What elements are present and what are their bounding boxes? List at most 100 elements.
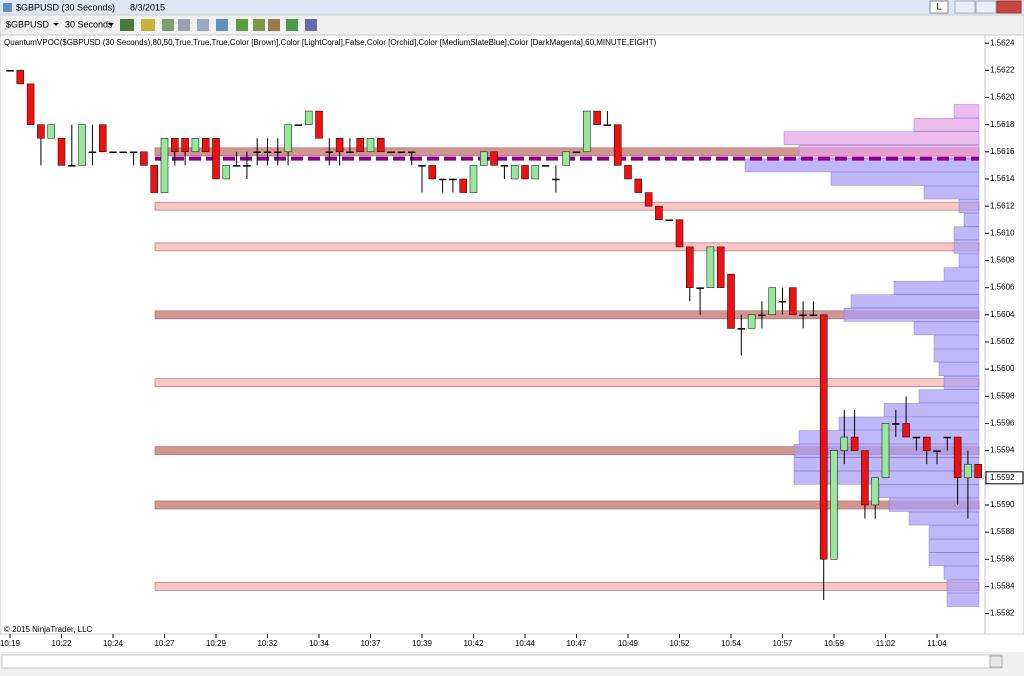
y-tick-label: 1.5594 <box>990 446 1015 455</box>
candle-body <box>696 287 704 289</box>
tool-icon[interactable] <box>178 19 190 31</box>
candle-body <box>387 151 395 154</box>
volume-profile-bar <box>918 389 980 404</box>
x-tick-label: 10:57 <box>772 639 793 648</box>
candle-body <box>552 178 560 181</box>
candle-body <box>140 151 148 166</box>
candle-body <box>912 436 921 439</box>
candle-body <box>109 151 117 154</box>
tool-icon[interactable] <box>236 19 248 31</box>
link-button-label: L <box>936 1 941 11</box>
window-title: $GBPUSD (30 Seconds) <box>16 2 115 12</box>
candle-body <box>490 151 498 166</box>
tool-icon[interactable] <box>286 19 298 31</box>
volume-profile-bar <box>744 158 980 173</box>
x-tick-label: 10:19 <box>0 639 21 648</box>
x-tick-label: 11:02 <box>876 639 896 648</box>
app-icon <box>3 3 12 12</box>
x-tick-label: 10:52 <box>669 639 690 648</box>
volume-profile-bar <box>888 498 980 512</box>
candle-body <box>377 137 385 153</box>
tool-icon[interactable] <box>120 19 134 31</box>
candle-body <box>737 328 746 330</box>
candle-body <box>747 314 756 329</box>
volume-profile-bar <box>933 348 980 363</box>
minimize-button[interactable] <box>954 0 976 14</box>
x-tick-label: 10:32 <box>257 639 278 648</box>
candle-body <box>665 219 673 221</box>
candle-body <box>315 110 323 139</box>
y-tick-label: 1.5610 <box>990 228 1015 237</box>
y-tick-label: 1.5620 <box>990 93 1015 102</box>
x-tick-label: 10:37 <box>360 639 381 648</box>
candle-body <box>686 246 694 288</box>
close-button[interactable] <box>996 0 1022 14</box>
y-tick-label: 1.5606 <box>990 283 1015 292</box>
volume-profile-bar <box>923 185 980 200</box>
candle-body <box>16 70 25 85</box>
last-price-label: 1.5592 <box>990 473 1015 482</box>
candle-body <box>922 436 931 451</box>
candle-body <box>428 165 437 180</box>
candle-body <box>964 463 972 479</box>
candle-body <box>727 273 735 329</box>
y-tick-label: 1.5598 <box>990 391 1015 400</box>
volume-profile-bar <box>783 131 980 145</box>
x-tick-label: 10:49 <box>618 639 639 648</box>
scrollbar[interactable] <box>1 654 1003 669</box>
toolbar-icons <box>120 19 317 31</box>
scrollbar-thumb[interactable] <box>989 655 1003 668</box>
dropdown-arrow <box>53 23 59 26</box>
candle-body <box>191 137 200 153</box>
candle-body <box>768 287 776 316</box>
volume-profile-bar <box>943 376 980 390</box>
volume-profile-bar <box>943 267 980 281</box>
candle-body <box>418 165 426 167</box>
candle-body <box>88 151 97 154</box>
tool-icon[interactable] <box>268 19 280 31</box>
tool-icon[interactable] <box>216 19 228 31</box>
instrument-selector[interactable]: $GBPUSD <box>6 19 50 29</box>
volume-profile-bar <box>953 240 980 254</box>
volume-profile-bar <box>938 362 980 376</box>
candle-body <box>284 124 292 153</box>
volume-profile-bar <box>798 145 980 159</box>
candle-body <box>325 151 334 154</box>
volume-profile-bar <box>883 403 980 417</box>
y-tick-label: 1.5618 <box>990 120 1015 129</box>
period-selector[interactable]: 30 Seconds <box>65 19 113 29</box>
candle-body <box>253 151 261 154</box>
volume-profile-bar <box>958 199 980 213</box>
candle-body <box>541 165 550 167</box>
candle-body <box>212 137 220 180</box>
tool-icon[interactable] <box>305 19 317 31</box>
volume-profile-bar <box>953 226 980 241</box>
volume-profile-bar <box>928 525 980 539</box>
y-tick-label: 1.5586 <box>990 554 1015 563</box>
candle-body <box>57 137 66 166</box>
maximize-button[interactable] <box>975 0 997 14</box>
volume-profile-bar <box>913 321 980 336</box>
link-button[interactable] <box>929 0 949 14</box>
candle-body <box>47 124 55 139</box>
title-bar <box>0 0 1024 15</box>
tool-icon[interactable] <box>141 19 155 31</box>
candle-body <box>706 246 715 288</box>
tool-icon[interactable] <box>197 19 209 31</box>
volume-profile-bar <box>928 539 980 553</box>
candle-body <box>160 137 169 193</box>
candle-body <box>572 151 581 154</box>
candle-body <box>562 151 570 166</box>
tool-icon[interactable] <box>162 19 174 31</box>
candle-body <box>222 165 231 180</box>
candle-body <box>6 70 14 72</box>
volume-profile-bar <box>946 579 980 594</box>
candle-body <box>943 436 952 439</box>
y-tick-label: 1.5582 <box>990 609 1015 618</box>
y-tick-label: 1.5622 <box>990 65 1015 74</box>
candle-body <box>613 124 622 166</box>
y-tick-label: 1.5584 <box>990 582 1015 591</box>
tool-icon[interactable] <box>253 19 265 31</box>
candle-body <box>799 314 807 317</box>
